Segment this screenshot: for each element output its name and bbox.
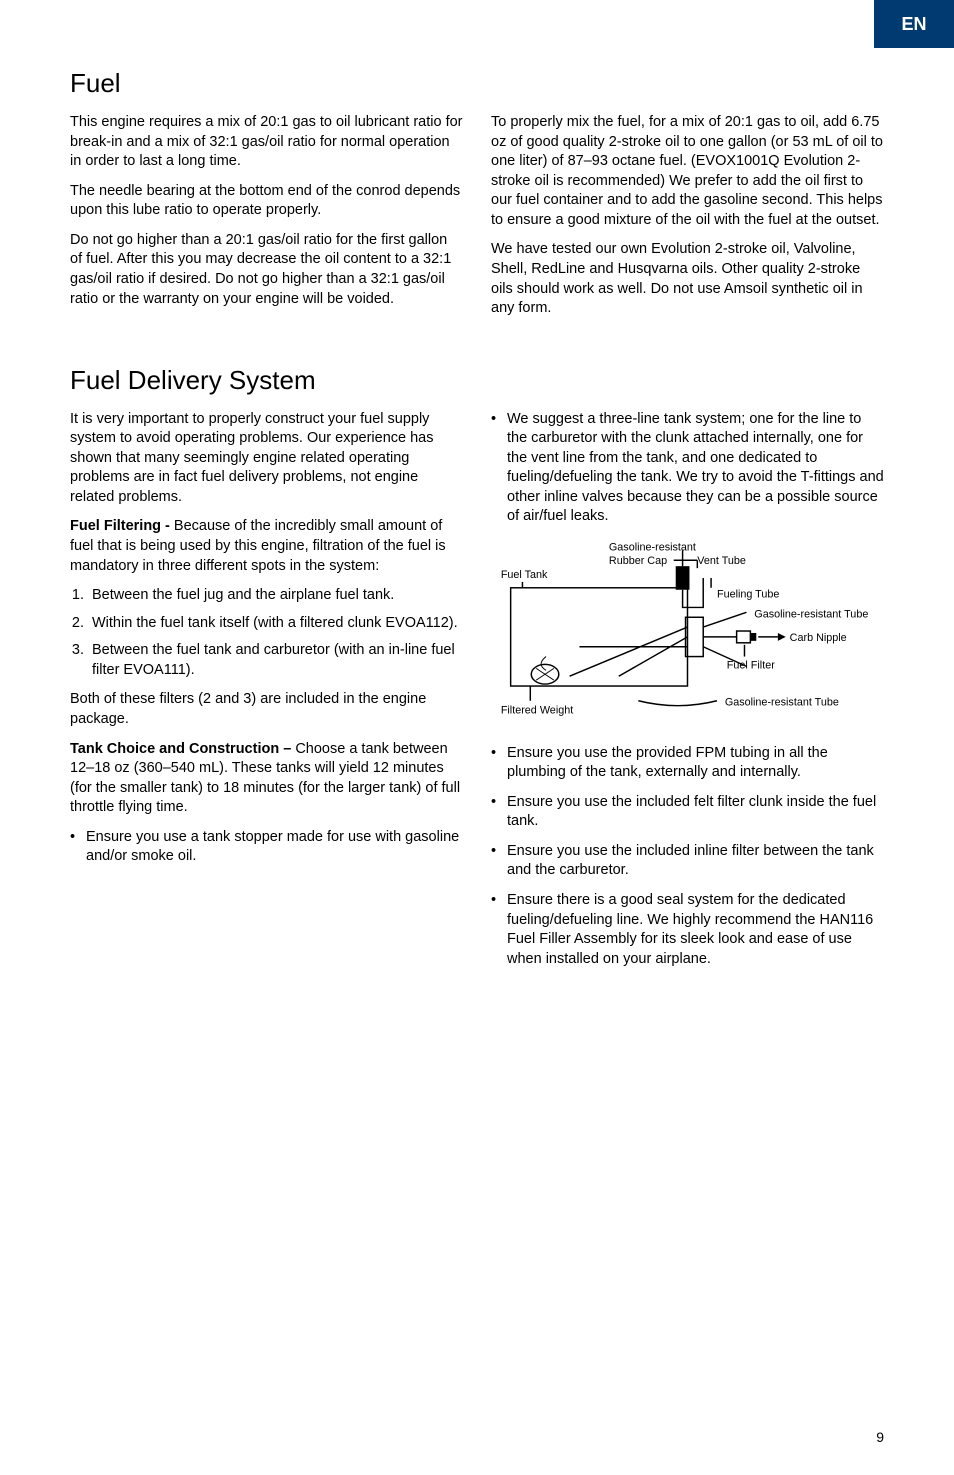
fuel-tank-diagram: Gasoline-resistant Rubber Cap Vent Tube … bbox=[491, 537, 884, 727]
fuel-right-col: To properly mix the fuel, for a mix of 2… bbox=[491, 113, 884, 329]
page-number: 9 bbox=[876, 1429, 884, 1445]
ensure-list: Ensure you use the provided FPM tubing i… bbox=[491, 744, 884, 970]
fuel-columns: This engine requires a mix of 20:1 gas t… bbox=[70, 113, 884, 329]
fds-right-col: We suggest a three-line tank system; one… bbox=[491, 410, 884, 980]
language-tag: EN bbox=[874, 0, 954, 48]
ensure-item-2: Ensure you use the included felt filter … bbox=[491, 793, 884, 832]
ensure-item-3: Ensure you use the included inline filte… bbox=[491, 842, 884, 881]
fuel-delivery-heading: Fuel Delivery System bbox=[70, 365, 884, 396]
fuel-heading: Fuel bbox=[70, 68, 884, 99]
diagram-label-rubber-cap: Rubber Cap bbox=[609, 555, 667, 567]
suggest-item: We suggest a three-line tank system; one… bbox=[491, 410, 884, 527]
ensure-item-1: Ensure you use the provided FPM tubing i… bbox=[491, 744, 884, 783]
tank-choice-label: Tank Choice and Construction – bbox=[70, 741, 295, 757]
tank-choice-para: Tank Choice and Construction – Choose a … bbox=[70, 740, 463, 818]
ensure-item-4: Ensure there is a good seal system for t… bbox=[491, 891, 884, 969]
fuel-p2: The needle bearing at the bottom end of … bbox=[70, 182, 463, 221]
tank-list: Ensure you use a tank stopper made for u… bbox=[70, 828, 463, 867]
fuel-delivery-section: Fuel Delivery System It is very importan… bbox=[70, 365, 884, 980]
fuel-p4: To properly mix the fuel, for a mix of 2… bbox=[491, 113, 884, 230]
tank-item-1: Ensure you use a tank stopper made for u… bbox=[70, 828, 463, 867]
fuel-filtering-label: Fuel Filtering - bbox=[70, 518, 174, 534]
fds-both-filters: Both of these filters (2 and 3) are incl… bbox=[70, 690, 463, 729]
diagram-label-fuel-tank: Fuel Tank bbox=[501, 569, 548, 581]
fuel-left-col: This engine requires a mix of 20:1 gas t… bbox=[70, 113, 463, 329]
filtering-list: Between the fuel jug and the airplane fu… bbox=[70, 586, 463, 680]
diagram-label-gasoline-resistant-tube: Gasoline-resistant Tube bbox=[754, 608, 868, 620]
diagram-label-fueling-tube: Fueling Tube bbox=[717, 589, 779, 601]
diagram-label-vent-tube: Vent Tube bbox=[697, 555, 746, 567]
filter-item-1: Between the fuel jug and the airplane fu… bbox=[88, 586, 463, 606]
fds-filtering-para: Fuel Filtering - Because of the incredib… bbox=[70, 517, 463, 576]
fuel-delivery-columns: It is very important to properly constru… bbox=[70, 410, 884, 980]
fuel-p3: Do not go higher than a 20:1 gas/oil rat… bbox=[70, 231, 463, 309]
filter-item-2: Within the fuel tank itself (with a filt… bbox=[88, 614, 463, 634]
diagram-label-gasoline-resistant-tube-2: Gasoline-resistant Tube bbox=[725, 697, 839, 709]
diagram-label-filtered-weight: Filtered Weight bbox=[501, 705, 573, 717]
fds-intro: It is very important to properly constru… bbox=[70, 410, 463, 508]
fuel-p5: We have tested our own Evolution 2-strok… bbox=[491, 240, 884, 318]
fuel-p1: This engine requires a mix of 20:1 gas t… bbox=[70, 113, 463, 172]
filter-item-3: Between the fuel tank and carburetor (wi… bbox=[88, 641, 463, 680]
diagram-label-carb-nipple: Carb Nipple bbox=[790, 632, 847, 644]
suggest-list: We suggest a three-line tank system; one… bbox=[491, 410, 884, 527]
page-content: Fuel This engine requires a mix of 20:1 … bbox=[0, 0, 954, 1019]
diagram-label-fuel-filter: Fuel Filter bbox=[727, 659, 775, 671]
fds-left-col: It is very important to properly constru… bbox=[70, 410, 463, 980]
